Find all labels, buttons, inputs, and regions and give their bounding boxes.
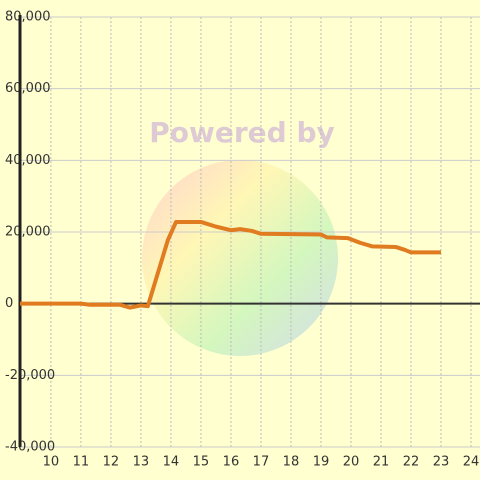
watermark-text: Powered by bbox=[149, 116, 335, 149]
y-tick-label: 80,000 bbox=[5, 10, 51, 25]
x-tick-label: 23 bbox=[433, 455, 450, 470]
y-tick-label: 20,000 bbox=[5, 225, 51, 240]
data-line bbox=[20, 219, 441, 310]
x-tick-label: 20 bbox=[343, 455, 360, 470]
x-tick-label: 12 bbox=[103, 455, 120, 470]
x-tick-label: 10 bbox=[43, 455, 60, 470]
x-tick-label: 18 bbox=[283, 455, 300, 470]
y-tick-label: 0 bbox=[5, 296, 13, 311]
x-tick-label: 21 bbox=[373, 455, 390, 470]
x-tick-label: 19 bbox=[313, 455, 330, 470]
y-tick-label: 40,000 bbox=[5, 153, 51, 168]
x-tick-label: 11 bbox=[73, 455, 90, 470]
y-tick-label: -20,000 bbox=[5, 368, 55, 383]
y-tick-label: -40,000 bbox=[5, 440, 55, 455]
x-tick-label: 15 bbox=[193, 455, 210, 470]
watermark-circle bbox=[142, 160, 338, 356]
x-tick-label: 24 bbox=[463, 455, 480, 470]
x-tick-label: 17 bbox=[253, 455, 270, 470]
x-tick-label: 14 bbox=[163, 455, 180, 470]
y-tick-label: 60,000 bbox=[5, 81, 51, 96]
x-tick-label: 16 bbox=[223, 455, 240, 470]
x-tick-label: 22 bbox=[403, 455, 420, 470]
x-tick-label: 13 bbox=[133, 455, 150, 470]
